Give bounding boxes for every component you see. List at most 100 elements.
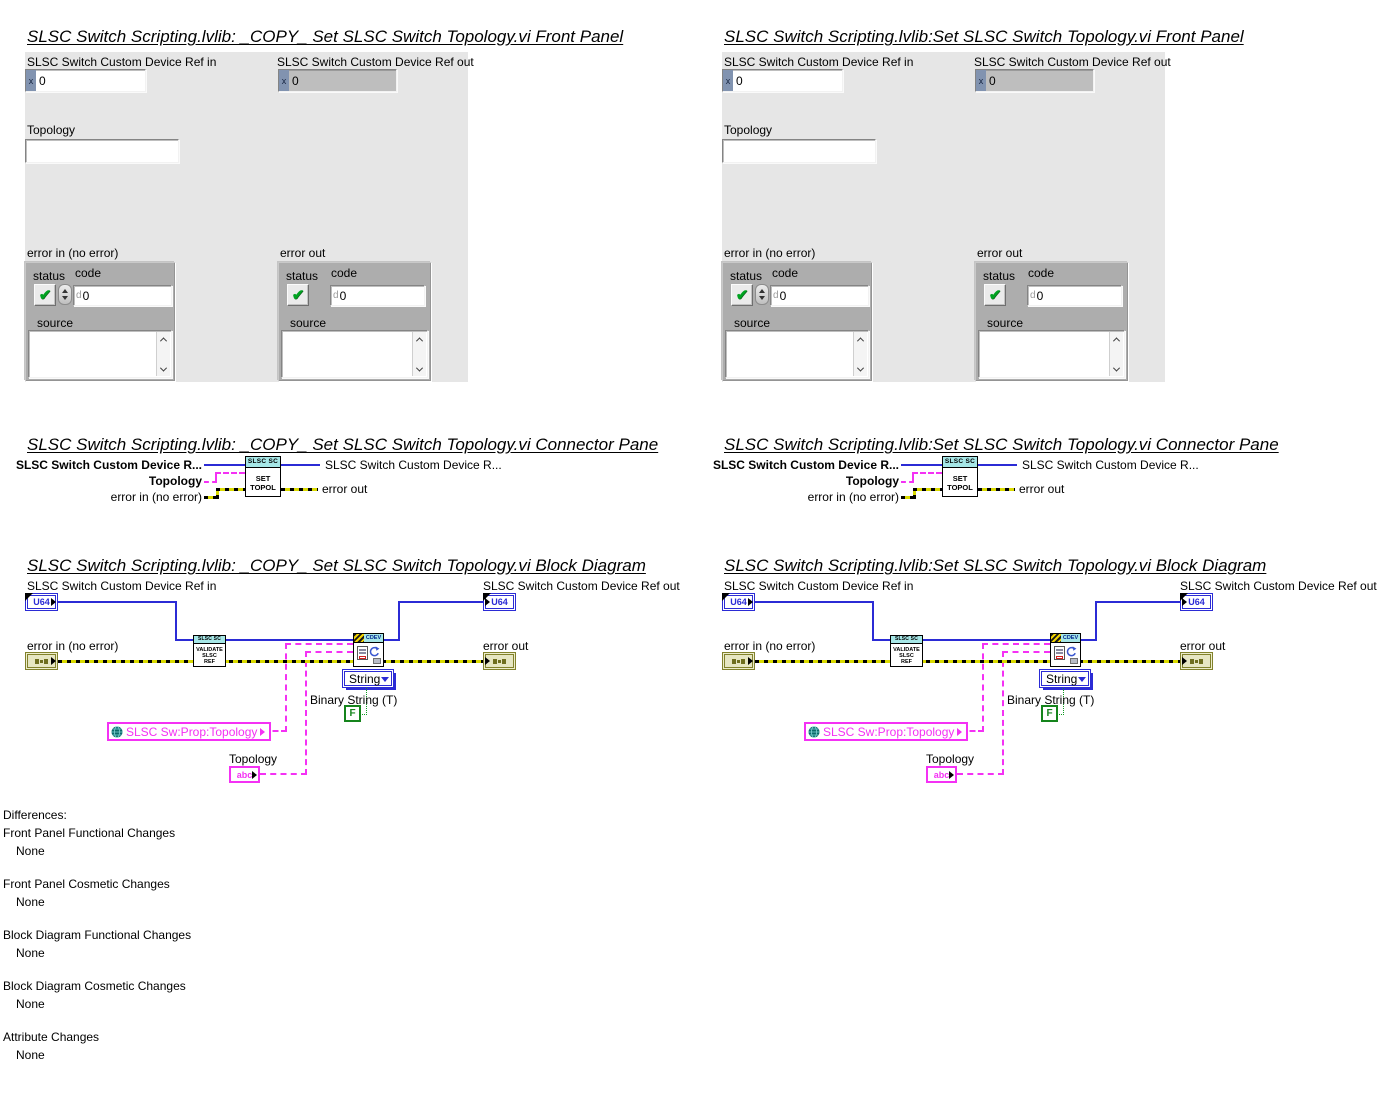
code-spinner[interactable] — [755, 284, 769, 305]
bd-ref-out-label: SLSC Switch Custom Device Ref out — [1180, 579, 1377, 593]
cdev-property-node[interactable]: CDEV — [1050, 633, 1081, 667]
ref-out-label: SLSC Switch Custom Device Ref out — [277, 55, 474, 69]
terminal-arrow-icon — [748, 657, 753, 665]
string-wire — [264, 730, 287, 732]
scrollbar[interactable] — [156, 332, 170, 376]
property-arrow-icon — [260, 727, 266, 736]
cluster-glyph — [502, 658, 506, 664]
cluster-glyph — [1190, 658, 1194, 664]
code-field[interactable]: d 0 — [770, 285, 869, 306]
column-right: SLSC Switch Scripting.lvlib:Set SLSC Swi… — [697, 0, 1394, 1098]
decrement-icon[interactable] — [759, 296, 765, 300]
scrollbar[interactable] — [1109, 332, 1123, 376]
property-name-constant[interactable]: SLSC Sw:Prop:Topology — [107, 722, 272, 741]
property-name-constant[interactable]: SLSC Sw:Prop:Topology — [804, 722, 969, 741]
terminal-arrow-icon — [252, 770, 257, 779]
radix-button[interactable]: x — [279, 70, 289, 91]
ref-in-label: SLSC Switch Custom Device Ref in — [724, 55, 914, 69]
scroll-down-button[interactable] — [157, 363, 170, 375]
topology-string-terminal[interactable]: abc — [926, 766, 957, 783]
ref-in-control[interactable]: x 0 — [25, 69, 146, 92]
code-label: code — [1028, 266, 1055, 280]
refnum-wire — [755, 601, 874, 603]
code-field[interactable]: d 0 — [73, 285, 172, 306]
diff-section: Block Diagram Functional Changes None — [3, 928, 191, 960]
error-in-terminal[interactable] — [25, 652, 58, 670]
scroll-up-button[interactable] — [157, 333, 170, 345]
subnode-icon — [373, 658, 381, 664]
ref-in-terminal[interactable]: U64 — [722, 593, 755, 611]
ref-out-terminal[interactable]: U64 — [483, 593, 516, 611]
ref-out-indicator: x 0 — [278, 69, 397, 92]
string-wire — [285, 643, 287, 732]
ref-out-indicator: x 0 — [975, 69, 1094, 92]
source-field[interactable] — [725, 330, 869, 378]
validate-slsc-ref-node[interactable]: SLSC SC VALIDATE SLSC REF — [890, 635, 923, 667]
refnum-wire — [923, 639, 1050, 641]
scroll-down-button[interactable] — [1110, 363, 1123, 375]
string-format-value: String — [1046, 671, 1078, 686]
string-wire — [982, 643, 984, 732]
terminal-arrow-icon — [949, 770, 954, 779]
boolean-wire — [1063, 688, 1064, 715]
status-label: status — [33, 269, 66, 283]
string-format-selector[interactable]: String — [1039, 669, 1091, 688]
topology-string-control[interactable] — [722, 139, 876, 163]
topology-string-control[interactable] — [25, 139, 179, 163]
binary-string-label: Binary String (T) — [310, 693, 398, 707]
scroll-up-button[interactable] — [1110, 333, 1123, 345]
scroll-down-button[interactable] — [413, 363, 426, 375]
scrollbar[interactable] — [412, 332, 426, 376]
scroll-up-button[interactable] — [413, 333, 426, 345]
string-wire — [1002, 651, 1004, 775]
cp-error-in-label: error in (no error) — [807, 490, 899, 504]
false-constant[interactable]: F — [344, 705, 361, 722]
refnum-wire — [384, 639, 400, 641]
ref-in-label: SLSC Switch Custom Device Ref in — [27, 55, 217, 69]
set-topology-vi-icon[interactable]: SLSC SC SET TOPOL — [245, 456, 281, 497]
ref-out-label: SLSC Switch Custom Device Ref out — [974, 55, 1171, 69]
cp-error-out-label: error out — [322, 482, 368, 496]
radix-button[interactable]: x — [723, 70, 733, 91]
increment-icon[interactable] — [759, 289, 765, 293]
topology-string-terminal[interactable]: abc — [229, 766, 260, 783]
vi-icon-text-line2: TOPOL — [947, 483, 973, 492]
refnum-wire — [978, 464, 1017, 466]
error-in-terminal[interactable] — [722, 652, 755, 670]
false-constant[interactable]: F — [1041, 705, 1058, 722]
radix-button[interactable]: x — [976, 70, 986, 91]
ref-out-terminal[interactable]: U64 — [1180, 593, 1213, 611]
scroll-down-button[interactable] — [854, 363, 867, 375]
radix-button[interactable]: x — [26, 70, 36, 91]
validate-slsc-ref-node[interactable]: SLSC SC VALIDATE SLSC REF — [193, 635, 226, 667]
ref-out-value: 0 — [989, 73, 996, 88]
checkmark-icon: ✔ — [735, 287, 749, 304]
ref-in-value: 0 — [39, 73, 46, 88]
decrement-icon[interactable] — [62, 296, 68, 300]
source-field[interactable] — [28, 330, 172, 378]
vi-refnum-icon — [1051, 634, 1061, 642]
error-wire — [755, 660, 1180, 663]
scroll-up-button[interactable] — [854, 333, 867, 345]
ref-in-control[interactable]: x 0 — [722, 69, 843, 92]
increment-icon[interactable] — [62, 289, 68, 293]
bd-error-out-label: error out — [483, 639, 529, 653]
dogear-icon — [483, 593, 491, 601]
error-out-terminal[interactable] — [483, 652, 516, 670]
scrollbar[interactable] — [853, 332, 867, 376]
set-topology-vi-icon[interactable]: SLSC SC SET TOPOL — [942, 456, 978, 497]
cycle-arrow-icon — [368, 645, 380, 663]
dropdown-arrow-icon — [1078, 677, 1086, 682]
cdev-property-node[interactable]: CDEV — [353, 633, 384, 667]
ref-in-terminal[interactable]: U64 — [25, 593, 58, 611]
string-format-selector[interactable]: String — [342, 669, 394, 688]
status-checkbox[interactable]: ✔ — [731, 284, 753, 306]
string-wire — [961, 730, 984, 732]
status-checkbox[interactable]: ✔ — [34, 284, 56, 306]
error-out-terminal[interactable] — [1180, 652, 1213, 670]
code-spinner[interactable] — [58, 284, 72, 305]
property-arrow-icon — [957, 727, 963, 736]
error-in-cluster: status code ✔ d 0 source — [722, 262, 872, 381]
front-panel-title: SLSC Switch Scripting.lvlib:Set SLSC Swi… — [724, 27, 1244, 46]
status-indicator: ✔ — [287, 284, 309, 306]
